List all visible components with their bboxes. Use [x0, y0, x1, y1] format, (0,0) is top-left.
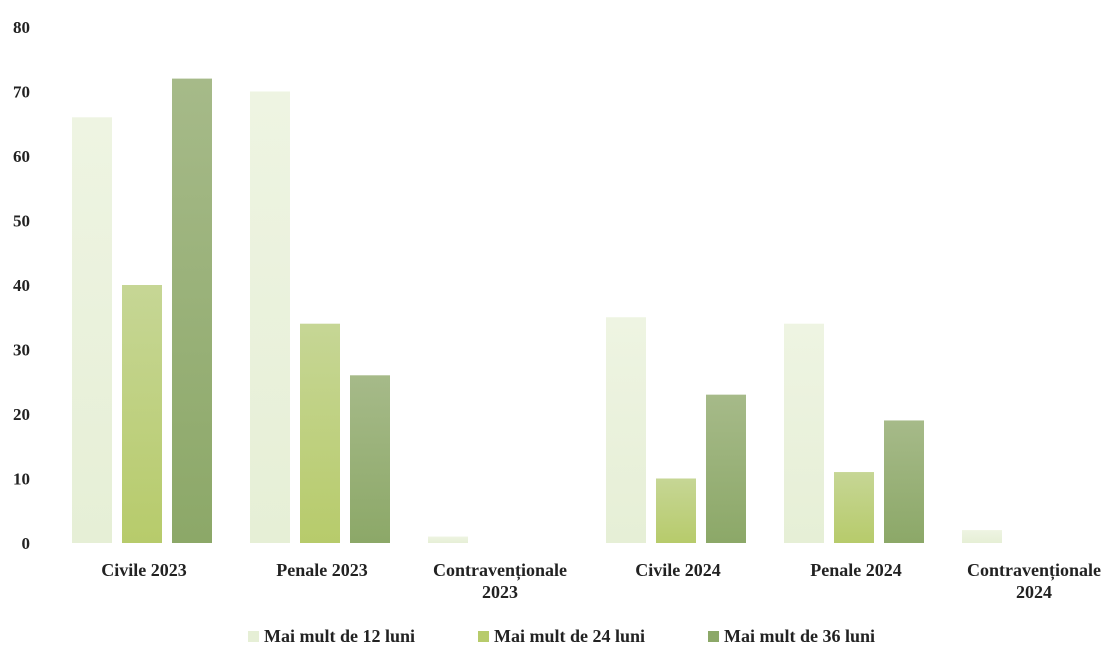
bar	[884, 420, 924, 543]
bars	[72, 78, 1002, 544]
y-tick-label: 0	[22, 534, 31, 553]
y-tick-label: 20	[13, 405, 30, 424]
bar	[122, 285, 162, 543]
legend-label: Mai mult de 36 luni	[724, 626, 875, 646]
bar	[606, 317, 646, 543]
bar	[962, 530, 1002, 543]
legend-label: Mai mult de 12 luni	[264, 626, 415, 646]
category-label: Contravenționale 2024	[967, 560, 1101, 602]
y-tick-label: 50	[13, 212, 30, 231]
category-label: Civile 2024	[635, 560, 721, 580]
bar	[428, 536, 468, 543]
bar	[350, 375, 390, 543]
y-tick-label: 80	[13, 18, 30, 37]
category-label: Civile 2023	[101, 560, 187, 580]
legend-swatch	[248, 631, 259, 642]
legend: Mai mult de 12 luni Mai mult de 24 luni Ma…	[248, 626, 875, 646]
y-axis: 0 10 20 30 40 50 60 70 80	[13, 18, 30, 553]
bar	[656, 478, 696, 543]
x-axis: Civile 2023 Penale 2023 Contravenționale 20…	[101, 560, 1101, 602]
bar	[784, 323, 824, 543]
bar	[72, 117, 112, 544]
category-label: Penale 2024	[810, 560, 902, 580]
bar	[172, 78, 212, 543]
bar	[250, 91, 290, 543]
bar	[834, 472, 874, 543]
y-tick-label: 40	[13, 276, 30, 295]
bar	[706, 394, 746, 543]
legend-swatch	[478, 631, 489, 642]
bar	[300, 323, 340, 543]
y-tick-label: 70	[13, 83, 30, 102]
category-label: Penale 2023	[276, 560, 368, 580]
legend-label: Mai mult de 24 luni	[494, 626, 645, 646]
legend-swatch	[708, 631, 719, 642]
y-tick-label: 10	[13, 470, 30, 489]
y-tick-label: 60	[13, 147, 30, 166]
category-label: Contravenționale 2023	[433, 560, 567, 602]
y-tick-label: 30	[13, 341, 30, 360]
